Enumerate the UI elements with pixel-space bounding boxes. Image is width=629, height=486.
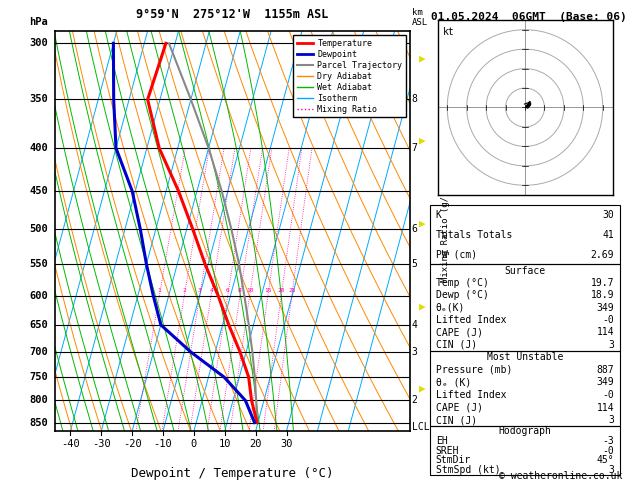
Text: -30: -30 [92,439,111,449]
Bar [430,351,620,426]
Text: 5: 5 [412,259,418,269]
Text: 650: 650 [29,320,48,330]
Text: 4: 4 [412,320,418,330]
Text: 450: 450 [29,186,48,196]
Text: 2.69: 2.69 [591,249,615,260]
Text: ▶: ▶ [420,384,426,394]
Text: Temp (°C): Temp (°C) [436,278,489,288]
Text: Hodograph: Hodograph [499,426,552,436]
Text: 850: 850 [29,417,48,428]
Text: CIN (J): CIN (J) [436,340,477,349]
Text: 3: 3 [198,288,202,293]
Text: 10: 10 [246,288,253,293]
Text: 600: 600 [29,291,48,301]
Text: 349: 349 [597,303,615,312]
Text: θₑ (K): θₑ (K) [436,377,471,387]
Text: kt: kt [443,27,455,37]
Text: Totals Totals: Totals Totals [436,230,512,240]
Text: 8: 8 [412,94,418,104]
Text: 3: 3 [608,415,615,425]
Text: 1: 1 [157,288,161,293]
Text: 2: 2 [412,396,418,405]
Text: 41: 41 [603,230,615,240]
Text: 500: 500 [29,225,48,234]
Text: 2: 2 [182,288,186,293]
Text: CAPE (J): CAPE (J) [436,327,482,337]
Text: 0: 0 [191,439,197,449]
Text: 20: 20 [277,288,285,293]
Text: CAPE (J): CAPE (J) [436,402,482,413]
Text: ▶: ▶ [420,219,426,228]
Text: 800: 800 [29,396,48,405]
Text: Surface: Surface [504,265,545,276]
Text: 4: 4 [209,288,213,293]
Text: 8: 8 [238,288,242,293]
Text: 300: 300 [29,38,48,48]
Text: 349: 349 [597,377,615,387]
Text: Most Unstable: Most Unstable [487,352,563,362]
Text: 9°59'N  275°12'W  1155m ASL: 9°59'N 275°12'W 1155m ASL [136,8,329,21]
Text: StmDir: StmDir [436,455,471,466]
Text: StmSpd (kt): StmSpd (kt) [436,465,500,475]
Text: © weatheronline.co.uk: © weatheronline.co.uk [499,471,623,481]
Text: 6: 6 [226,288,230,293]
Text: θₑ(K): θₑ(K) [436,303,465,312]
Text: -0: -0 [603,315,615,325]
Text: 18.9: 18.9 [591,290,615,300]
Text: LCL: LCL [412,422,430,432]
Text: ▶: ▶ [420,301,426,311]
Text: 19.7: 19.7 [591,278,615,288]
Text: 45°: 45° [597,455,615,466]
Text: 3: 3 [608,340,615,349]
Text: 01.05.2024  06GMT  (Base: 06): 01.05.2024 06GMT (Base: 06) [431,12,626,22]
Text: 700: 700 [29,347,48,357]
Text: PW (cm): PW (cm) [436,249,477,260]
Text: Mixing Ratio (g/kg): Mixing Ratio (g/kg) [441,180,450,282]
Text: -20: -20 [123,439,142,449]
Text: ▶: ▶ [420,136,426,146]
Text: Pressure (mb): Pressure (mb) [436,364,512,375]
Text: CIN (J): CIN (J) [436,415,477,425]
Text: 3: 3 [412,347,418,357]
Text: EH: EH [436,436,447,446]
Text: 6: 6 [412,225,418,234]
Bar [430,264,620,351]
Bar [430,205,620,264]
Text: 350: 350 [29,94,48,104]
Legend: Temperature, Dewpoint, Parcel Trajectory, Dry Adiabat, Wet Adiabat, Isotherm, Mi: Temperature, Dewpoint, Parcel Trajectory… [293,35,406,117]
Text: 25: 25 [288,288,296,293]
Text: -40: -40 [61,439,80,449]
Text: hPa: hPa [29,17,48,27]
Text: 10: 10 [218,439,231,449]
Bar [430,426,620,475]
Text: SREH: SREH [436,446,459,456]
Text: Lifted Index: Lifted Index [436,315,506,325]
Text: 15: 15 [264,288,272,293]
Text: 400: 400 [29,143,48,153]
Text: 114: 114 [597,327,615,337]
Text: 750: 750 [29,372,48,382]
Text: ▶: ▶ [420,53,426,63]
Text: km
ASL: km ASL [412,8,428,27]
Text: -3: -3 [603,436,615,446]
Text: 3: 3 [608,465,615,475]
Text: -0: -0 [603,390,615,400]
Text: Dewp (°C): Dewp (°C) [436,290,489,300]
Text: K: K [436,210,442,220]
Text: Dewpoint / Temperature (°C): Dewpoint / Temperature (°C) [131,467,334,480]
Text: 114: 114 [597,402,615,413]
Text: 20: 20 [250,439,262,449]
Text: 550: 550 [29,259,48,269]
Text: 30: 30 [281,439,292,449]
Text: Lifted Index: Lifted Index [436,390,506,400]
Text: 887: 887 [597,364,615,375]
Text: 7: 7 [412,143,418,153]
Text: -0: -0 [603,446,615,456]
Text: 30: 30 [603,210,615,220]
Text: -10: -10 [153,439,172,449]
